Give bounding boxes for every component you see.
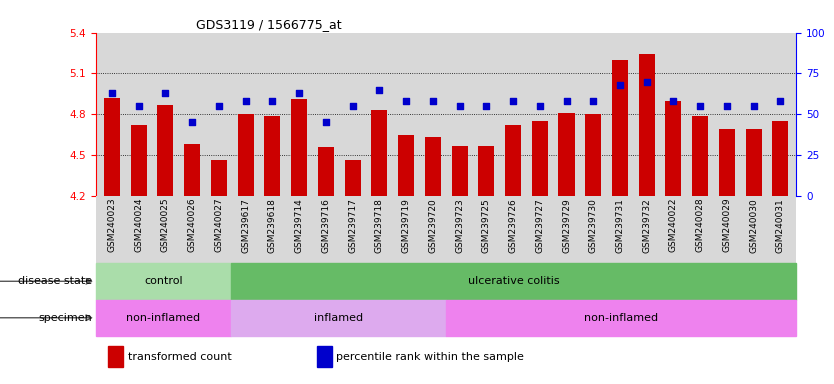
Point: [239, 98, 253, 104]
Text: GSM240027: GSM240027: [214, 198, 224, 253]
Bar: [231, 263, 796, 300]
Bar: [559, 113, 575, 196]
Text: GSM240026: GSM240026: [188, 198, 197, 253]
Text: GSM240031: GSM240031: [776, 198, 785, 253]
Text: ulcerative colitis: ulcerative colitis: [468, 276, 560, 286]
Text: GSM239618: GSM239618: [268, 198, 277, 253]
Text: GSM240024: GSM240024: [134, 198, 143, 252]
Text: transformed count: transformed count: [128, 352, 231, 362]
Bar: [344, 161, 360, 196]
Text: control: control: [144, 276, 183, 286]
Bar: [451, 146, 468, 196]
Bar: [108, 346, 123, 367]
Text: GSM239714: GSM239714: [294, 198, 304, 253]
Text: GDS3119 / 1566775_at: GDS3119 / 1566775_at: [196, 18, 342, 31]
Text: GSM240023: GSM240023: [108, 198, 117, 253]
Bar: [719, 129, 735, 196]
Point: [399, 98, 413, 104]
Point: [533, 103, 546, 109]
Point: [132, 103, 145, 109]
Point: [293, 90, 306, 96]
Point: [721, 103, 734, 109]
Point: [426, 98, 440, 104]
Bar: [692, 116, 708, 196]
Bar: [291, 99, 307, 196]
Text: GSM239720: GSM239720: [429, 198, 437, 253]
Text: inflamed: inflamed: [314, 313, 363, 323]
Text: GSM239717: GSM239717: [348, 198, 357, 253]
Text: GSM239716: GSM239716: [321, 198, 330, 253]
Point: [560, 98, 573, 104]
Point: [105, 90, 118, 96]
Bar: [131, 125, 147, 196]
Bar: [446, 300, 796, 336]
Bar: [104, 98, 120, 196]
Text: GSM239729: GSM239729: [562, 198, 571, 253]
Text: GSM239723: GSM239723: [455, 198, 464, 253]
Text: GSM239725: GSM239725: [482, 198, 490, 253]
Point: [212, 103, 225, 109]
Point: [667, 98, 681, 104]
Point: [586, 98, 600, 104]
Point: [185, 119, 198, 126]
Bar: [772, 121, 788, 196]
Text: GSM240029: GSM240029: [722, 198, 731, 253]
Text: GSM239731: GSM239731: [615, 198, 625, 253]
Bar: [585, 114, 601, 196]
Point: [319, 119, 333, 126]
Bar: [532, 121, 548, 196]
Text: GSM240025: GSM240025: [161, 198, 170, 253]
Bar: [96, 300, 231, 336]
Text: GSM240028: GSM240028: [696, 198, 705, 253]
Point: [158, 90, 172, 96]
Bar: [318, 147, 334, 196]
Text: specimen: specimen: [38, 313, 92, 323]
Bar: [158, 105, 173, 196]
Text: GSM239727: GSM239727: [535, 198, 545, 253]
Bar: [425, 137, 441, 196]
Bar: [398, 135, 414, 196]
Bar: [184, 144, 200, 196]
Point: [694, 103, 707, 109]
Point: [453, 103, 466, 109]
Bar: [612, 60, 628, 196]
Point: [373, 87, 386, 93]
Bar: [238, 114, 254, 196]
Bar: [96, 263, 231, 300]
Bar: [211, 161, 227, 196]
Text: GSM239732: GSM239732: [642, 198, 651, 253]
Point: [506, 98, 520, 104]
Bar: [478, 146, 495, 196]
Text: GSM240022: GSM240022: [669, 198, 678, 252]
Text: GSM239617: GSM239617: [241, 198, 250, 253]
Point: [747, 103, 761, 109]
Text: GSM239719: GSM239719: [402, 198, 410, 253]
Point: [613, 82, 626, 88]
Text: disease state: disease state: [18, 276, 92, 286]
Text: GSM239718: GSM239718: [374, 198, 384, 253]
Point: [774, 98, 787, 104]
Bar: [371, 110, 387, 196]
Bar: [317, 346, 332, 367]
Point: [480, 103, 493, 109]
Text: non-inflamed: non-inflamed: [126, 313, 200, 323]
Text: GSM239726: GSM239726: [509, 198, 518, 253]
Point: [640, 79, 653, 85]
Bar: [666, 101, 681, 196]
Bar: [231, 300, 446, 336]
Point: [346, 103, 359, 109]
Bar: [639, 55, 655, 196]
Bar: [505, 125, 521, 196]
Point: [266, 98, 279, 104]
Text: percentile rank within the sample: percentile rank within the sample: [336, 352, 524, 362]
Text: non-inflamed: non-inflamed: [585, 313, 658, 323]
Bar: [746, 129, 761, 196]
Text: GSM239730: GSM239730: [589, 198, 598, 253]
Text: GSM240030: GSM240030: [749, 198, 758, 253]
Bar: [264, 116, 280, 196]
